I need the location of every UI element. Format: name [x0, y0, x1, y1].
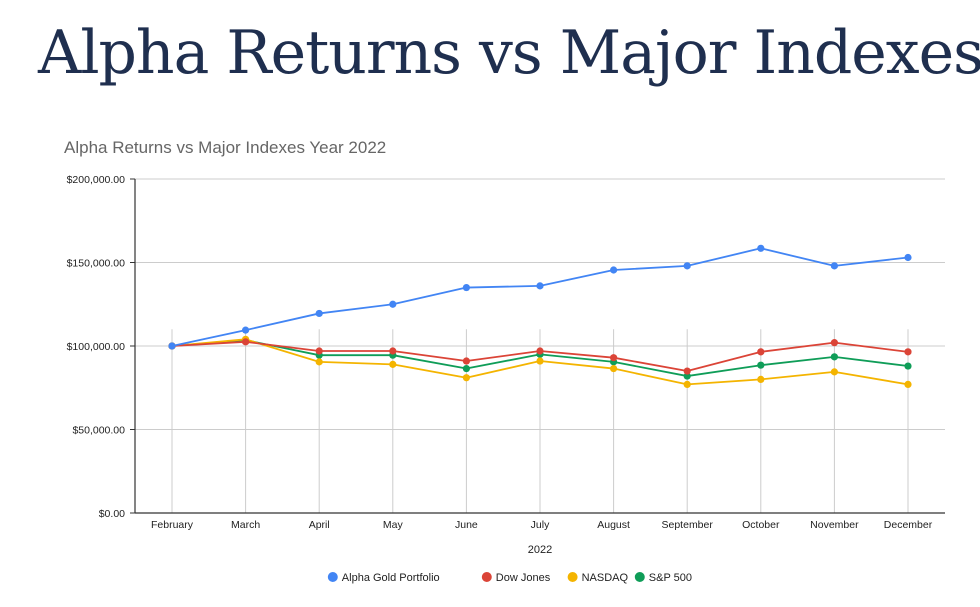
chart-title: Alpha Returns vs Major Indexes Year 2022	[64, 138, 387, 157]
x-tick-labels: February March April May June July August Septe…	[151, 519, 933, 531]
x-tick-label: June	[455, 519, 478, 531]
legend-swatch	[327, 572, 338, 582]
x-axis-label: 2022	[528, 544, 552, 556]
data-point-dow-jones[interactable]	[389, 347, 397, 355]
data-point-nasdaq[interactable]	[389, 360, 397, 368]
data-point-dow-jones[interactable]	[757, 348, 765, 356]
x-tick-label: September	[662, 519, 714, 531]
data-point-dow-jones[interactable]	[904, 348, 912, 356]
x-tick-label: February	[151, 519, 194, 531]
series-nasdaq	[168, 335, 912, 389]
legend-item-sandp-500[interactable]: S&P 500	[634, 572, 692, 584]
data-point-sandp-500[interactable]	[683, 372, 691, 380]
data-point-alpha-gold-portfolio[interactable]	[830, 262, 839, 270]
grid-layer	[135, 178, 945, 513]
data-point-alpha-gold-portfolio[interactable]	[315, 309, 323, 318]
x-tick-label: March	[231, 519, 260, 531]
data-point-nasdaq[interactable]	[462, 374, 470, 382]
data-point-dow-jones[interactable]	[683, 367, 691, 375]
data-point-dow-jones[interactable]	[536, 347, 544, 355]
legend-label: S&P 500	[649, 572, 692, 584]
legend-item-alpha-gold-portfolio[interactable]: Alpha Gold Portfolio	[327, 572, 440, 584]
legend: Alpha Gold Portfolio Dow Jones NASDAQ S&P 5…	[327, 572, 692, 584]
y-tick-label: $150,000.00	[67, 258, 126, 270]
page-title: Alpha Returns vs Major Indexes	[38, 18, 980, 88]
series-alpha-gold-portfolio	[168, 244, 912, 350]
data-point-sandp-500[interactable]	[757, 361, 765, 369]
x-tick-label: December	[884, 519, 933, 531]
legend-swatch	[634, 572, 645, 582]
data-point-dow-jones[interactable]	[462, 357, 470, 365]
y-tick-label: $200,000.00	[67, 174, 126, 186]
data-point-nasdaq[interactable]	[315, 358, 323, 366]
x-tick-label: July	[531, 519, 550, 531]
data-point-alpha-gold-portfolio[interactable]	[168, 342, 176, 350]
data-point-sandp-500[interactable]	[462, 364, 470, 373]
y-tick-label: $100,000.00	[67, 341, 126, 353]
x-tick-label: April	[309, 519, 330, 531]
x-tick-label: October	[742, 519, 780, 531]
data-point-alpha-gold-portfolio[interactable]	[904, 253, 912, 262]
data-point-dow-jones[interactable]	[830, 339, 839, 347]
data-point-dow-jones[interactable]	[242, 338, 250, 346]
data-point-alpha-gold-portfolio[interactable]	[757, 244, 765, 252]
x-tick-label: August	[597, 519, 630, 531]
data-point-sandp-500[interactable]	[830, 353, 839, 361]
data-point-nasdaq[interactable]	[830, 368, 839, 376]
x-tick-label: May	[383, 519, 404, 531]
data-point-nasdaq[interactable]	[904, 380, 912, 389]
axis-layer	[130, 178, 945, 514]
x-tick-label: November	[810, 519, 859, 531]
y-tick-label: $50,000.00	[72, 425, 125, 437]
legend-swatch	[481, 572, 492, 582]
data-point-alpha-gold-portfolio[interactable]	[389, 300, 397, 308]
legend-label: Alpha Gold Portfolio	[342, 572, 440, 584]
legend-item-dow-jones[interactable]: Dow Jones	[481, 572, 551, 584]
data-point-nasdaq[interactable]	[757, 375, 765, 383]
y-tick-labels: $0.00 $50,000.00 $100,000.00 $150,000.00 $20…	[67, 174, 126, 520]
data-point-alpha-gold-portfolio[interactable]	[610, 266, 618, 274]
data-point-dow-jones[interactable]	[315, 347, 323, 355]
y-tick-label: $0.00	[99, 508, 125, 520]
data-point-sandp-500[interactable]	[904, 362, 912, 370]
data-point-nasdaq[interactable]	[610, 364, 618, 373]
legend-item-nasdaq[interactable]: NASDAQ	[567, 572, 629, 584]
data-point-alpha-gold-portfolio[interactable]	[462, 283, 470, 292]
legend-swatch	[567, 572, 578, 582]
series-dow-jones	[168, 338, 912, 375]
series-layer	[168, 244, 912, 389]
data-point-alpha-gold-portfolio[interactable]	[536, 282, 544, 290]
data-point-dow-jones[interactable]	[610, 354, 618, 362]
legend-label: Dow Jones	[496, 572, 551, 584]
data-point-alpha-gold-portfolio[interactable]	[683, 262, 691, 270]
legend-label: NASDAQ	[582, 572, 629, 584]
data-point-nasdaq[interactable]	[683, 380, 691, 389]
data-point-alpha-gold-portfolio[interactable]	[242, 326, 250, 334]
data-point-nasdaq[interactable]	[536, 357, 544, 365]
